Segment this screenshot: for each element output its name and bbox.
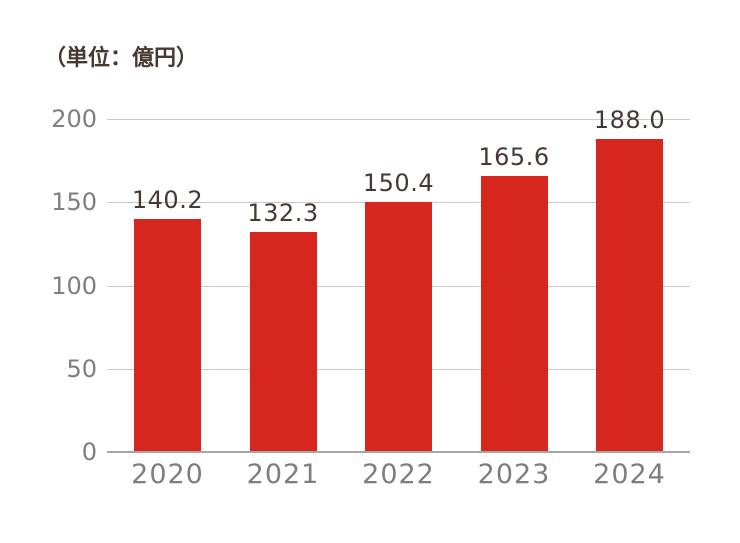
x-tick-label-2021: 2021 (246, 459, 320, 490)
bar-2021 (249, 231, 317, 452)
y-tick-label-150: 150 (51, 188, 97, 217)
y-tick-label-100: 100 (51, 271, 97, 300)
unit-label: （単位：億円） (44, 46, 199, 71)
bar-2022 (365, 201, 432, 452)
x-tick-label-2020: 2020 (131, 459, 204, 490)
bar-value-label-2020: 140.2 (131, 185, 204, 214)
y-tick-label-50: 50 (66, 354, 97, 383)
bar-2024 (596, 138, 663, 452)
y-tick-label-200: 200 (51, 105, 97, 133)
x-axis-baseline (107, 451, 690, 453)
gridline-y-200 (107, 119, 690, 120)
x-tick-label-2022: 2022 (362, 459, 435, 490)
bar-value-label-2024: 188.0 (593, 105, 666, 134)
x-tick-label-2023: 2023 (477, 459, 551, 490)
bar-value-label-2023: 165.6 (478, 143, 550, 172)
y-tick-label-0: 0 (81, 438, 97, 466)
bar-2023 (480, 176, 548, 452)
bar-value-label-2021: 132.3 (247, 198, 319, 227)
bar-2020 (134, 218, 201, 452)
x-tick-label-2024: 2024 (593, 459, 666, 490)
bar-value-label-2022: 150.4 (362, 168, 435, 197)
